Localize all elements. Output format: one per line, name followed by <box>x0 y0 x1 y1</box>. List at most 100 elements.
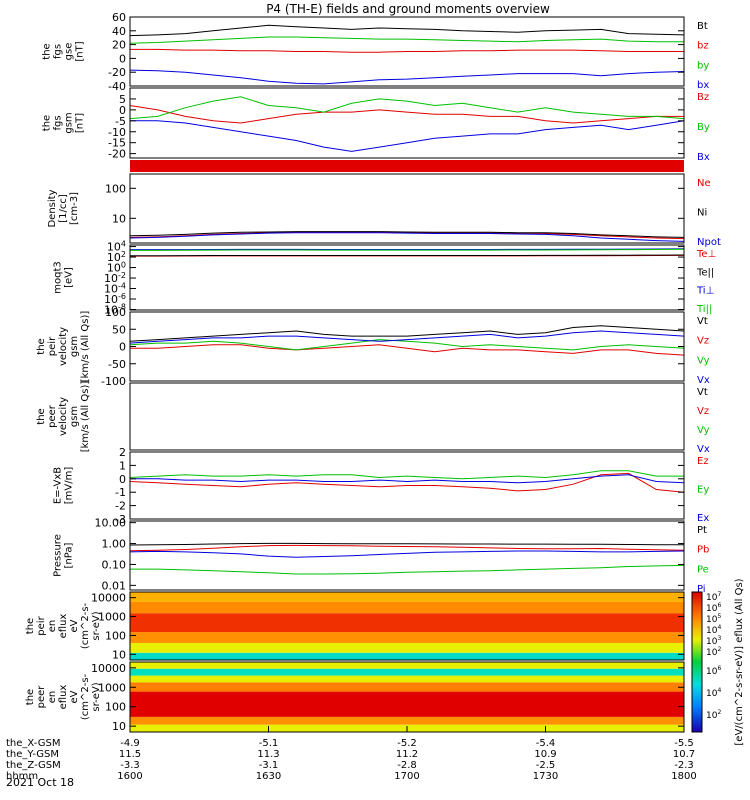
spectrogram-band <box>130 675 684 683</box>
orbit-value: -3.1 <box>259 760 279 771</box>
y-axis-label: velocity <box>58 397 69 436</box>
colorbar-gradient <box>691 591 703 733</box>
legend-entry: Npot <box>697 237 721 248</box>
y-tick-label: -5 <box>115 115 126 128</box>
series-line-peir_velocity-1 <box>130 344 685 356</box>
y-tick-label: 5 <box>119 93 126 106</box>
y-tick-label: 100 <box>107 261 126 275</box>
series-line-temperature-3 <box>130 248 685 251</box>
orbit-row-label: the_Z-GSM <box>6 760 61 771</box>
y-axis-label: eV <box>69 690 80 703</box>
panel-frame <box>129 173 685 244</box>
spectrogram-band <box>130 632 684 643</box>
y-axis-label: eflux <box>58 614 69 639</box>
y-tick-label: -1 <box>115 486 126 499</box>
orbit-value: 1730 <box>533 771 558 782</box>
orbit-value: -5.1 <box>259 738 279 749</box>
colorbar-tick: 105 <box>706 613 721 625</box>
y-axis-label: [km/s (All Qs)] <box>80 381 91 453</box>
y-tick-label: 100 <box>105 182 126 195</box>
y-tick-label: 1.00 <box>102 538 127 551</box>
series-line-fgs_gsm-2 <box>130 120 685 152</box>
y-axis-label: [mV/m] <box>64 467 75 505</box>
orbit-value: -5.4 <box>536 738 556 749</box>
legend-entry: Vx <box>697 375 710 386</box>
orbit-value: 10.7 <box>673 749 695 760</box>
y-tick-label: -40 <box>108 80 126 93</box>
spectrogram-band <box>130 642 684 653</box>
y-axis-label: peir <box>36 615 47 635</box>
y-tick-label: 10.00 <box>95 517 127 530</box>
series-line-fgs_gse-0 <box>129 24 685 37</box>
series-line-peir_velocity-2 <box>129 339 685 351</box>
y-axis-label: gsm <box>69 336 80 357</box>
legend-entry: Ex <box>697 513 709 524</box>
y-tick-label: -10 <box>108 126 126 139</box>
colorbar-tick: 104 <box>706 624 721 636</box>
y-tick-label: 0 <box>119 52 126 65</box>
orbit-value: -5.2 <box>397 738 417 749</box>
y-axis-label: peer <box>36 685 47 709</box>
y-tick-label: 0 <box>119 104 126 117</box>
y-axis-label: en <box>47 620 58 633</box>
state-bar-fill <box>130 160 684 172</box>
legend-entry: Pt <box>697 525 707 536</box>
y-tick-label: 0 <box>119 473 126 486</box>
panel-frame <box>129 87 685 159</box>
spectrogram-band <box>130 601 684 614</box>
legend-entry: Vz <box>697 406 709 417</box>
y-axis-label: en <box>47 691 58 704</box>
y-tick-label: -20 <box>108 148 126 161</box>
y-axis-label: [1/cc] <box>58 194 69 223</box>
y-axis-label: (cm^2-s- <box>80 602 91 649</box>
legend-entry: Vz <box>697 336 709 347</box>
orbit-row-label: the_Y-GSM <box>6 749 59 760</box>
y-axis-label: the <box>42 43 53 59</box>
figure-title: P4 (TH-E) fields and ground moments over… <box>266 2 550 16</box>
orbit-value: -5.5 <box>674 738 694 749</box>
legend-entry: Vx <box>697 444 710 455</box>
series-line-fgs_gse-1 <box>130 48 684 53</box>
legend-entry: Ni <box>697 208 707 219</box>
series-line-fgs_gsm-0 <box>129 105 684 124</box>
colorbar-label: [eV/(cm^2-s-sr-eV)] eflux (All Qs) <box>734 578 745 745</box>
series-line-density-1 <box>129 231 685 238</box>
y-tick-label: 0 <box>119 341 126 354</box>
legend-entry: Ti⊥ <box>696 286 714 297</box>
y-tick-label: 102 <box>107 250 126 264</box>
colorbar-tick: 103 <box>706 635 721 647</box>
y-axis-label: velocity <box>58 327 69 366</box>
legend-entry: Vt <box>697 387 708 398</box>
y-axis-label: gse <box>64 43 75 61</box>
y-tick-label: 10-4 <box>104 282 126 296</box>
orbit-value: 1600 <box>117 771 142 782</box>
spectrogram-band <box>130 613 684 633</box>
y-axis-label: eflux <box>58 685 69 710</box>
y-tick-label: -2 <box>115 500 126 513</box>
y-tick-label: 10-2 <box>104 271 126 285</box>
y-tick-label: 2 <box>119 446 126 459</box>
legend-entry: bx <box>697 80 709 91</box>
y-tick-label: 10-6 <box>104 292 126 306</box>
panel-pressure: 0.01 0.10 1.00 10.00 Pressure [nPa] Pt Pb Pe Pi <box>53 517 710 595</box>
y-tick-label: 0.01 <box>102 579 127 592</box>
spectrogram-band <box>130 716 684 725</box>
legend-entry: Pi <box>697 584 706 595</box>
legend-entry: Te⊥ <box>696 249 716 260</box>
panel-density: 10 100 Density [1/cc] [cm-3] Ne Ni Npot <box>47 173 721 248</box>
colorbar-tick: 102 <box>706 709 721 721</box>
colorbar-tick: 106 <box>706 602 721 614</box>
series-line-efield-0 <box>129 472 685 493</box>
legend-entry: By <box>697 122 710 133</box>
orbit-value: -3.3 <box>120 760 140 771</box>
panel-frame <box>129 591 685 661</box>
spectrogram-band <box>130 652 684 660</box>
y-axis-label: [nT] <box>75 41 86 61</box>
legend-entry: by <box>697 60 709 71</box>
legend-entry: Bz <box>697 92 709 103</box>
orbit-value: -2.8 <box>397 760 417 771</box>
orbit-value: -2.5 <box>536 760 556 771</box>
series-line-temperature-2 <box>130 248 685 251</box>
